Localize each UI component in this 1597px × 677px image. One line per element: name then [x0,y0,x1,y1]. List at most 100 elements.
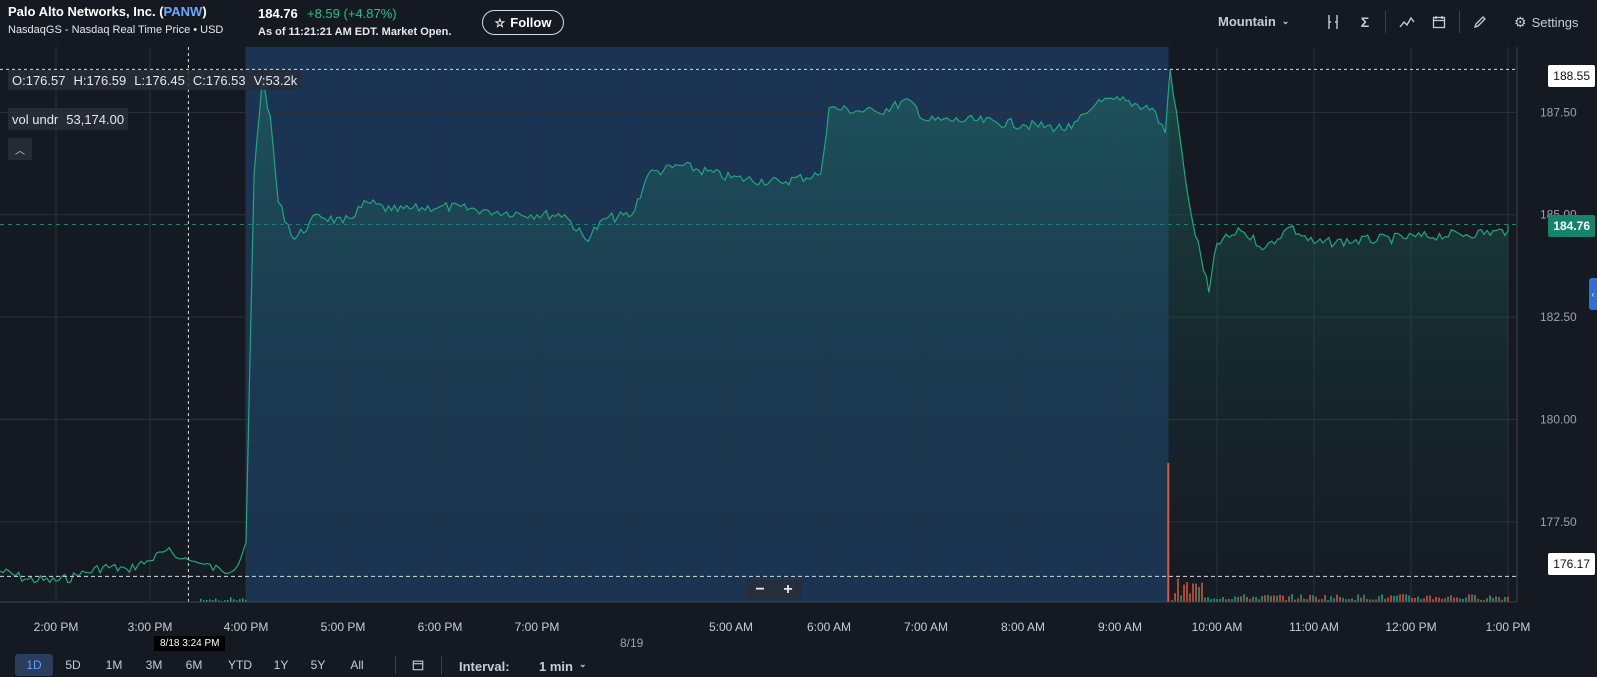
volume-bar [1438,597,1440,602]
volume-bar [200,598,202,602]
as-of-timestamp: As of 11:21:21 AM EDT. Market Open. [258,26,452,38]
range-button-6m[interactable]: 6M [185,658,203,672]
volume-bar [1465,597,1467,602]
volume-bar [1327,599,1329,602]
volume-indicator-legend[interactable]: vol undr 53,174.00 [8,108,129,130]
volume-bar [1225,599,1227,602]
volume-bar [1402,594,1404,602]
calendar-icon[interactable] [1429,12,1449,32]
volume-bar [1453,597,1455,602]
sigma-icon[interactable]: Σ [1360,14,1370,30]
x-tick-label: 11:00 AM [1289,620,1339,634]
volume-bar [1303,598,1305,602]
volume-bar [1192,583,1194,602]
ticker-symbol[interactable]: PANW [163,4,203,19]
volume-bar [1468,594,1470,602]
volume-bar [218,600,220,602]
volume-bar [1330,596,1332,602]
volume-bar [1345,599,1347,602]
volume-bar [1420,599,1422,602]
volume-bar [1507,596,1509,602]
volume-bar [1423,598,1425,602]
volume-bar [1486,598,1488,602]
x-tick-label: 5:00 AM [709,620,753,634]
volume-bar [1297,598,1299,602]
volume-bar [1336,594,1338,602]
x-tick-label: 7:00 AM [904,620,948,634]
volume-bar [1351,598,1353,602]
volume-bar [242,598,244,602]
company-name: Palo Alto Networks, Inc. (PANW) [8,4,207,19]
y-tick-label: 177.50 [1540,515,1577,529]
follow-button[interactable]: ☆ Follow [482,10,564,35]
volume-bar [1249,599,1251,602]
volume-bar [1240,596,1242,602]
volume-bar [1435,596,1437,602]
range-button-1d[interactable]: 1D [15,654,53,676]
low-value: L:176.45 [134,72,185,88]
volume-bar [1180,595,1182,602]
compare-icon[interactable] [1397,12,1417,32]
volume-bar [1441,598,1443,602]
star-icon: ☆ [494,15,506,30]
volume-bar [1216,599,1218,602]
zoom-out-button[interactable]: − [755,581,765,598]
volume-bar [1321,599,1323,602]
volume-bar [1246,596,1248,602]
volume-bar [1195,583,1197,602]
x-tick-label: 3:00 PM [128,620,173,634]
settings-button[interactable]: ⚙ Settings [1514,14,1579,30]
volume-bar [1393,595,1395,602]
volume-value: V:53.2k [253,72,298,88]
volume-bar [1480,599,1482,602]
volume-bar [1252,596,1254,602]
x-tick-label: 5:00 PM [321,620,366,634]
x-tick-label: 7:00 PM [515,620,560,634]
crosshair-time-label: 8/18 3:24 PM [154,636,226,651]
draw-pencil-icon[interactable] [1470,12,1490,32]
volume-bar [230,597,232,602]
volume-bar [1339,596,1341,602]
volume-bar [1384,598,1386,602]
volume-bar [1492,598,1494,602]
volume-bar [1219,598,1221,602]
range-button-5d[interactable]: 5D [65,658,81,672]
volume-bar [1462,598,1464,602]
chevron-up-icon: ︿ [15,145,25,157]
volume-bar [1354,599,1356,602]
range-button-1m[interactable]: 1M [105,658,123,672]
indicators-icon[interactable] [1323,12,1343,32]
high-price-tag: 188.55 [1548,65,1595,87]
range-button-all[interactable]: All [350,658,364,672]
volume-bar [1489,595,1491,602]
y-tick-label: 180.00 [1540,413,1577,427]
volume-bar [1477,598,1479,602]
volume-bar [1291,594,1293,602]
x-tick-label: 9:00 AM [1098,620,1142,634]
side-panel-handle[interactable]: ‹ [1589,278,1597,310]
volume-bar [1213,598,1215,602]
volume-bar [1231,599,1233,602]
volume-bar [1285,599,1287,602]
range-button-ytd[interactable]: YTD [228,658,252,672]
ohlc-legend: O:176.57 H:176.59 L:176.45 C:176.53 V:53… [8,70,302,90]
range-button-5y[interactable]: 5Y [310,658,326,672]
interval-label: Interval: [459,659,510,674]
volume-bar [1504,597,1506,602]
x-tick-label: 1:00 PM [1486,620,1531,634]
interval-dropdown[interactable]: 1 min ⌄ [539,659,587,674]
volume-bar [1294,599,1296,602]
volume-bar [1396,595,1398,602]
collapse-legend-button[interactable]: ︿ [8,138,32,160]
range-button-1y[interactable]: 1Y [273,658,289,672]
volume-bar [239,599,241,602]
close-value: C:176.53 [192,72,246,88]
chart-type-dropdown[interactable]: Mountain ⌄ [1218,14,1290,29]
previous-close-tag: 176.17 [1548,553,1595,575]
volume-bar [1177,578,1179,602]
volume-bar [1306,599,1308,602]
zoom-in-button[interactable]: + [783,581,793,598]
range-button-3m[interactable]: 3M [145,658,163,672]
date-picker-calendar-icon[interactable] [406,654,430,676]
